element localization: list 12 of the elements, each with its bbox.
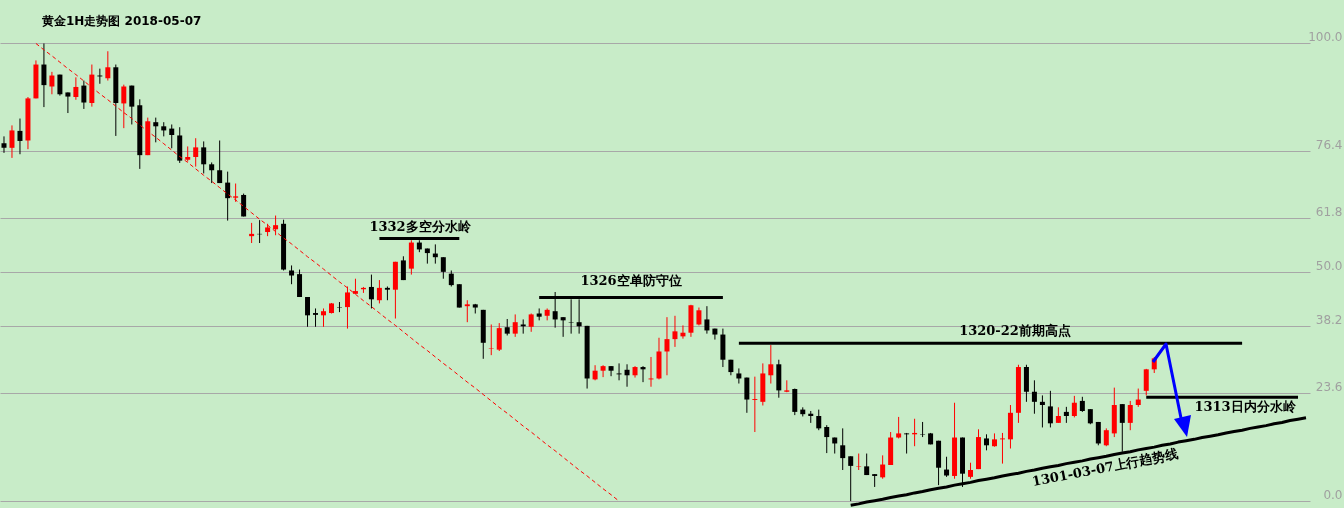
annotation: 1332多空分水岭 (369, 219, 472, 234)
annotation: 1313日内分水岭 (1194, 399, 1297, 414)
y-tick-label: 100.0 (1308, 29, 1343, 44)
text: 黄金1H走势图 2018-05-07 (41, 14, 202, 28)
y-tick-label: 0.0 (1323, 487, 1343, 502)
y-tick-label: 61.8 (1315, 204, 1343, 219)
y-tick-label: 38.2 (1315, 312, 1343, 327)
annotation: 1326空单防守位 (580, 273, 682, 288)
y-tick-label: 76.4 (1315, 137, 1343, 152)
y-tick-label: 23.6 (1315, 379, 1343, 394)
y-tick-label: 50.0 (1315, 258, 1343, 273)
annotation: 1320-22前期高点 (959, 323, 1071, 338)
